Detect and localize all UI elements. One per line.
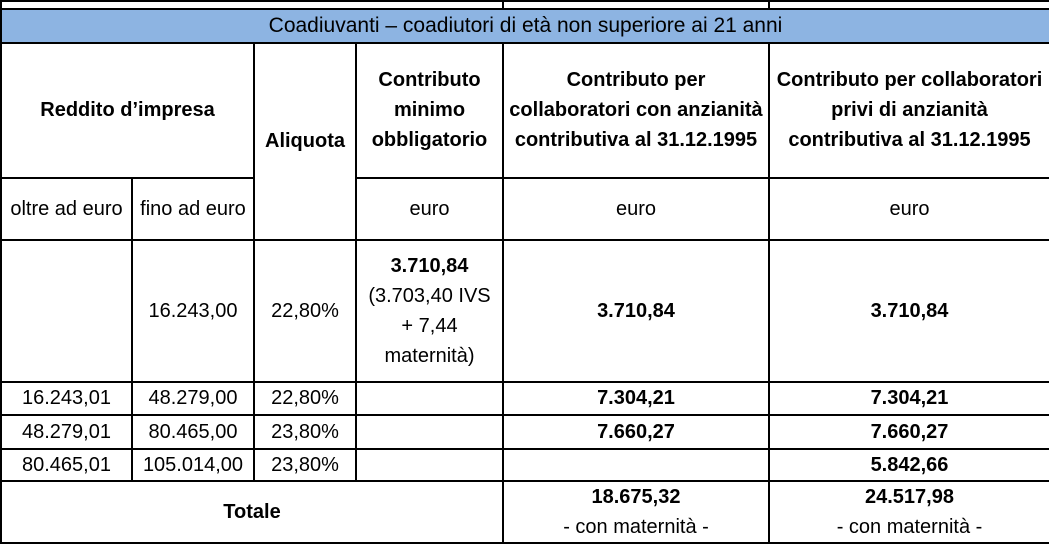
- cell-privi-anzianita: 5.842,66: [768, 447, 1049, 482]
- total-row: Totale 18.675,32 - con maternità - 24.51…: [0, 479, 1049, 544]
- cell-aliquota: 22,80%: [253, 380, 357, 416]
- cell-privi-anzianita: 7.660,27: [768, 413, 1049, 450]
- cell-fino: 105.014,00: [131, 447, 255, 482]
- sliver-cell-right: [768, 0, 1049, 10]
- table-row: 16.243,00 22,80% 3.710,84 (3.703,40 IVS …: [0, 238, 1049, 383]
- cell-fino: 80.465,00: [131, 413, 255, 450]
- cell-contributo-minimo: 3.710,84 (3.703,40 IVS + 7,44 maternità): [355, 238, 504, 383]
- total-note: - con maternità -: [563, 515, 709, 538]
- subheader-euro-minimo: euro: [355, 176, 504, 241]
- cell-fino: 16.243,00: [131, 238, 255, 383]
- cell-con-anzianita: 7.660,27: [502, 413, 770, 450]
- cell-oltre: [0, 238, 133, 383]
- subheader-oltre-ad-euro: oltre ad euro: [0, 176, 133, 241]
- subheader-euro-con-anzianita: euro: [502, 176, 770, 241]
- total-con-anzianita: 18.675,32 - con maternità -: [502, 479, 770, 544]
- contributi-coadiuvanti-table: Coadiuvanti – coadiutori di età non supe…: [0, 0, 1049, 544]
- top-sliver-row: [0, 0, 1049, 10]
- header-reddito-impresa: Reddito d’impresa: [0, 41, 255, 179]
- header-aliquota: Aliquota: [253, 41, 357, 241]
- minimo-value: 3.710,84: [390, 254, 469, 277]
- header-contributo-con-anzianita: Contributo per collaboratori con anziani…: [502, 41, 770, 179]
- total-value: 18.675,32: [591, 485, 681, 508]
- header-row: Reddito d’impresa Aliquota Contributo mi…: [0, 41, 1049, 241]
- cell-oltre: 16.243,01: [0, 380, 133, 416]
- table-row: 16.243,01 48.279,00 22,80% 7.304,21 7.30…: [0, 380, 1049, 416]
- cell-oltre: 80.465,01: [0, 447, 133, 482]
- title-row: Coadiuvanti – coadiutori di età non supe…: [0, 8, 1049, 44]
- cell-privi-anzianita: 7.304,21: [768, 380, 1049, 416]
- cell-con-anzianita: [502, 447, 770, 482]
- cell-contributo-minimo: [355, 413, 504, 450]
- total-note: - con maternità -: [836, 515, 983, 538]
- cell-contributo-minimo: [355, 380, 504, 416]
- header-contributo-minimo: Contributo minimo obbligatorio: [355, 41, 504, 179]
- cell-con-anzianita: 7.304,21: [502, 380, 770, 416]
- cell-aliquota: 23,80%: [253, 447, 357, 482]
- total-value: 24.517,98: [865, 485, 954, 508]
- cell-oltre: 48.279,01: [0, 413, 133, 450]
- total-privi-anzianita: 24.517,98 - con maternità -: [768, 479, 1049, 544]
- table-row: 48.279,01 80.465,00 23,80% 7.660,27 7.66…: [0, 413, 1049, 450]
- total-label: Totale: [0, 479, 504, 544]
- table-title: Coadiuvanti – coadiutori di età non supe…: [0, 8, 1049, 44]
- sliver-cell-middle: [502, 0, 770, 10]
- minimo-note: (3.703,40 IVS + 7,44 maternità): [368, 284, 491, 367]
- sliver-cell-left: [0, 0, 504, 10]
- subheader-fino-ad-euro: fino ad euro: [131, 176, 255, 241]
- cell-contributo-minimo: [355, 447, 504, 482]
- cell-con-anzianita: 3.710,84: [502, 238, 770, 383]
- cell-privi-anzianita: 3.710,84: [768, 238, 1049, 383]
- cell-aliquota: 22,80%: [253, 238, 357, 383]
- cell-aliquota: 23,80%: [253, 413, 357, 450]
- subheader-row: oltre ad euro fino ad euro euro euro eur…: [0, 176, 1049, 241]
- table-row: 80.465,01 105.014,00 23,80% 5.842,66: [0, 447, 1049, 482]
- header-contributo-privi-anzianita: Contributo per collaboratori privi di an…: [768, 41, 1049, 179]
- subheader-euro-privi-anzianita: euro: [768, 176, 1049, 241]
- cell-fino: 48.279,00: [131, 380, 255, 416]
